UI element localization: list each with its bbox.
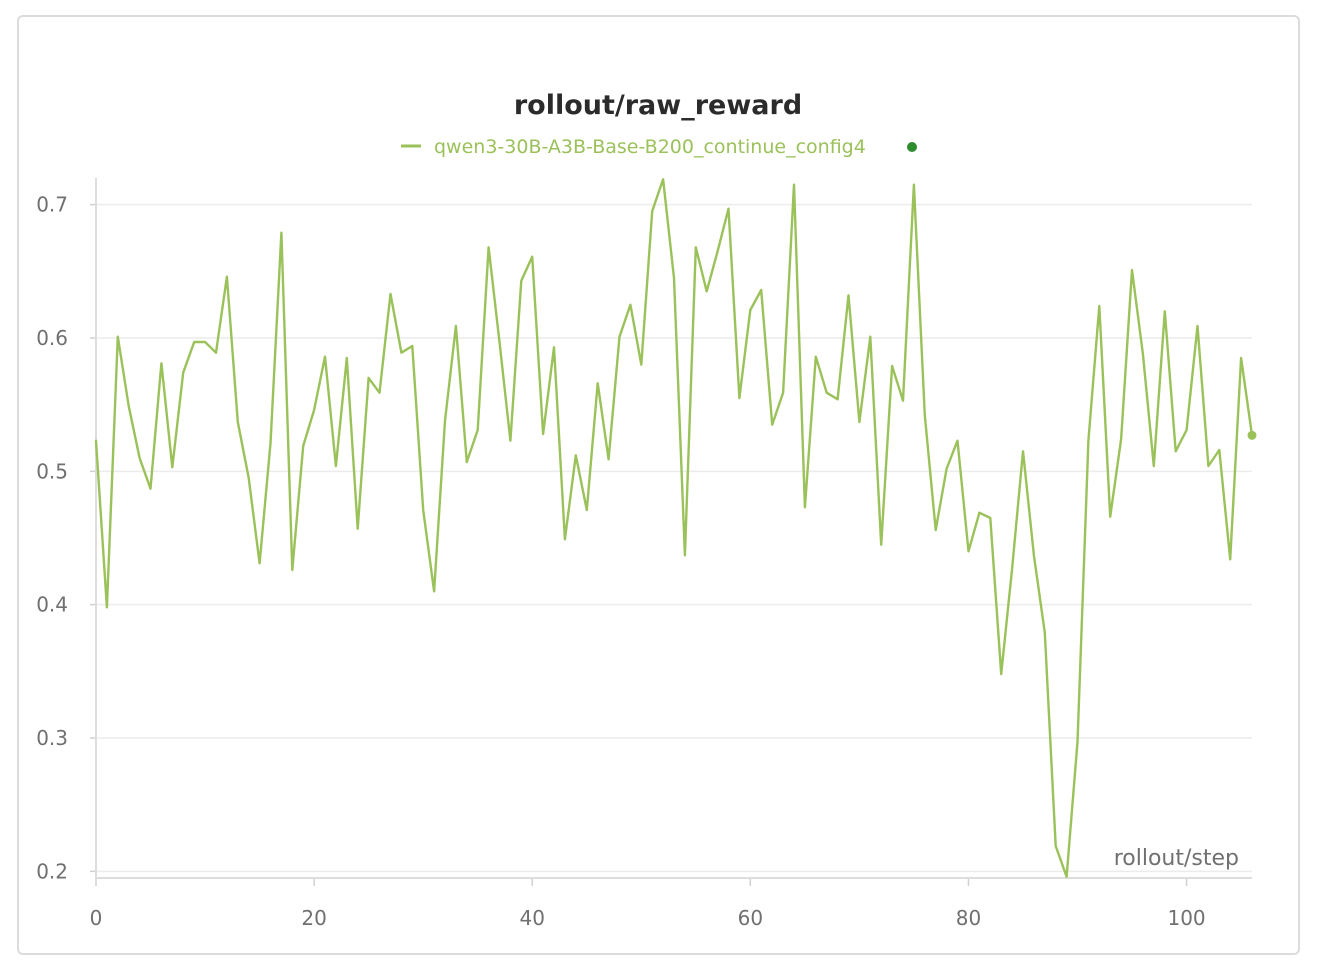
x-tick-label: 0 [90, 906, 103, 930]
x-tick-label: 40 [519, 906, 544, 930]
y-tick-label: 0.4 [36, 593, 68, 617]
x-tick-labels: 0 20 40 60 80 100 [90, 906, 1206, 930]
series-layer[interactable] [94, 178, 1257, 878]
legend[interactable]: qwen3-30B-A3B-Base-B200_continue_config4 [401, 136, 917, 158]
y-tick-label: 0.5 [36, 459, 68, 483]
x-tick-label: 100 [1167, 906, 1205, 930]
axes [95, 178, 1252, 879]
y-tick-labels: 0.2 0.3 0.4 0.5 0.6 0.7 [36, 193, 68, 884]
y-tick-label: 0.6 [36, 326, 68, 350]
series-last-point[interactable] [1247, 430, 1257, 440]
chart-title: rollout/raw_reward [514, 90, 802, 121]
x-axis-label: rollout/step [1114, 846, 1239, 871]
x-tick-label: 20 [301, 906, 326, 930]
y-tick-label: 0.3 [36, 726, 68, 750]
legend-status-dot [907, 142, 917, 152]
x-tick-label: 80 [956, 906, 981, 930]
y-tick-label: 0.2 [36, 859, 68, 883]
gridlines [90, 203, 1252, 886]
legend-label: qwen3-30B-A3B-Base-B200_continue_config4 [434, 136, 866, 158]
x-tick-label: 60 [738, 906, 763, 930]
series-line[interactable] [94, 178, 1254, 878]
y-tick-label: 0.7 [36, 193, 68, 217]
